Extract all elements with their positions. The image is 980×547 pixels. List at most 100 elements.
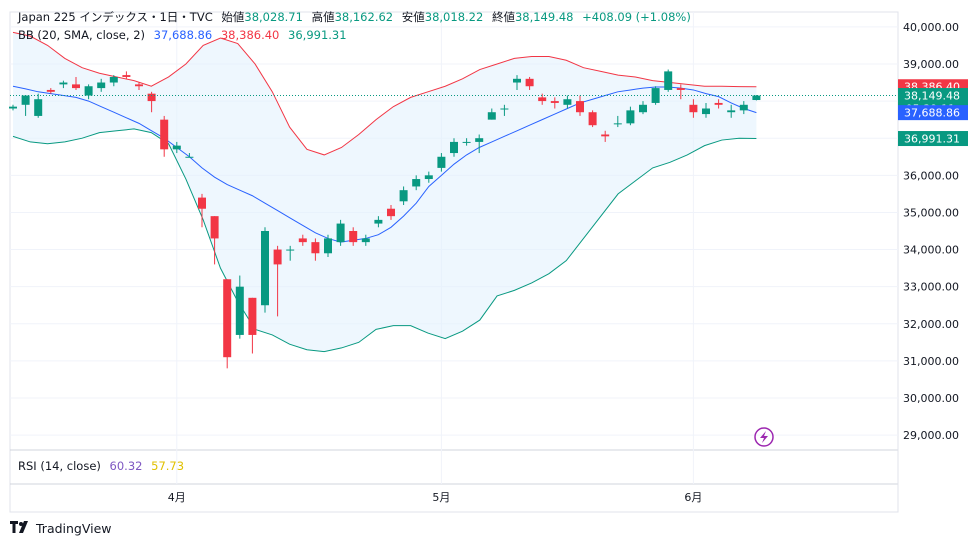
candle-body	[122, 75, 131, 77]
candle-body	[513, 78, 521, 83]
y-tick-label: 36,000.00	[903, 169, 959, 182]
candle-body	[185, 156, 194, 158]
candle-body	[97, 82, 106, 89]
price-tag-basis-bg	[898, 105, 968, 121]
x-tick-label: 4月	[168, 491, 186, 504]
candle-body	[324, 238, 332, 254]
candle-body	[702, 108, 710, 115]
rsi-value: 60.32	[109, 459, 143, 473]
rsi-label: RSI (14, close)	[18, 459, 101, 473]
bb-legend[interactable]: BB (20, SMA, close, 2) 37,688.86 38,386.…	[18, 28, 352, 42]
bb-lower-value: 36,991.31	[288, 28, 347, 42]
candle-body	[550, 101, 559, 103]
candle-body	[739, 104, 748, 111]
candle-body	[135, 84, 143, 87]
candle-body	[387, 208, 395, 217]
symbol-title[interactable]: Japan 225 インデックス・1日・TVC	[18, 10, 213, 24]
bb-lower-line	[12, 128, 757, 353]
candle-body	[286, 249, 295, 251]
candle-body	[475, 138, 484, 142]
candle-body	[361, 238, 370, 243]
candle-body	[588, 112, 597, 126]
bb-basis-value: 37,688.86	[153, 28, 213, 42]
open-value: 38,028.71	[244, 10, 303, 24]
candle-body	[223, 279, 232, 358]
candle-body	[714, 102, 723, 105]
candle-body	[349, 231, 358, 243]
tradingview-brand[interactable]: TradingView	[10, 521, 112, 536]
y-tick-label: 30,000.00	[903, 392, 959, 405]
candle-body	[273, 249, 282, 265]
bb-label: BB (20, SMA, close, 2)	[18, 28, 145, 42]
low-label: 安値	[401, 10, 425, 24]
candle-body	[261, 231, 269, 306]
candle-body	[172, 145, 181, 150]
bb-upper-value: 38,386.40	[220, 28, 280, 42]
candle-body	[160, 119, 169, 150]
price-tag-close: 38,149.48	[904, 90, 960, 103]
candle-body	[424, 175, 433, 180]
candle-body	[374, 219, 383, 224]
y-tick-label: 39,000.00	[903, 58, 959, 71]
price-tag-basis: 37,688.86	[904, 107, 960, 120]
candle-body	[84, 86, 93, 96]
candle-body	[450, 141, 458, 154]
candle-body	[9, 106, 17, 109]
y-tick-label: 33,000.00	[903, 281, 959, 294]
bb-basis-line	[12, 85, 757, 243]
candle-body	[59, 82, 68, 85]
candle-body	[613, 123, 622, 125]
candle-body	[298, 238, 307, 243]
rsi-legend[interactable]: RSI (14, close) 60.32 57.73	[18, 459, 189, 473]
rsi-ma-value: 57.73	[151, 459, 185, 473]
candle-body	[399, 190, 408, 202]
candle-body	[109, 76, 118, 83]
ohlc-legend: Japan 225 インデックス・1日・TVC 始値38,028.71 高値38…	[18, 9, 696, 25]
candle-body	[46, 89, 55, 92]
candle-body	[500, 108, 509, 110]
candle-body	[34, 99, 43, 116]
close-label: 終値	[491, 10, 515, 24]
candle-body	[689, 104, 698, 113]
candle-body	[72, 84, 80, 89]
candle-body	[538, 97, 547, 102]
low-value: 38,018.22	[424, 10, 484, 24]
bb-upper-line	[12, 31, 757, 156]
candle-body	[21, 95, 30, 105]
brand-name: TradingView	[36, 521, 112, 536]
high-value: 38,162.62	[334, 10, 394, 24]
candle-body	[412, 179, 421, 187]
candle-body	[248, 297, 257, 335]
candle-body	[727, 110, 736, 113]
close-value: 38,149.48	[514, 10, 574, 24]
candle-body	[336, 223, 345, 243]
candle-body	[235, 286, 244, 335]
tradingview-logo-icon	[10, 521, 32, 536]
candle-body	[676, 88, 685, 90]
y-tick-label: 32,000.00	[903, 318, 959, 331]
lightning-icon[interactable]	[754, 427, 774, 447]
candle-body	[601, 134, 610, 137]
candle-body	[752, 95, 761, 101]
candle-body	[487, 112, 496, 120]
x-tick-label: 5月	[432, 491, 450, 504]
candle-body	[664, 71, 673, 90]
candle-body	[147, 93, 156, 102]
candle-body	[525, 78, 534, 87]
candle-body	[437, 156, 446, 168]
price-tag-lower-bg	[898, 131, 968, 147]
candle-body	[563, 99, 572, 105]
candle-body	[462, 141, 471, 143]
y-tick-label: 35,000.00	[903, 206, 959, 219]
candle-body	[639, 104, 647, 113]
candle-body	[210, 216, 219, 239]
candle-body	[626, 110, 635, 124]
y-tick-label: 40,000.00	[903, 21, 959, 34]
candle-body	[311, 242, 320, 254]
high-label: 高値	[311, 10, 335, 24]
candle-body	[576, 101, 584, 113]
y-tick-label: 34,000.00	[903, 244, 959, 257]
candle-body	[198, 197, 206, 209]
x-tick-label: 6月	[684, 491, 702, 504]
